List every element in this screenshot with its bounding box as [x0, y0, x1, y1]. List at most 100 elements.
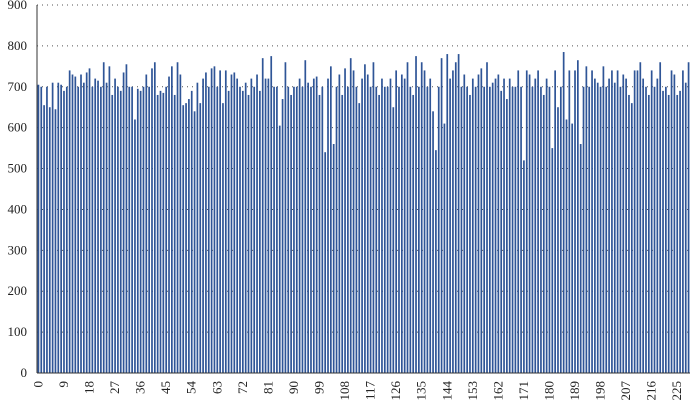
y-tick-label: 200 [8, 283, 28, 298]
bar [128, 86, 131, 374]
bar [616, 70, 619, 373]
bar [335, 86, 338, 374]
bar [122, 72, 125, 373]
x-tick-label: 81 [260, 381, 275, 394]
bar [54, 109, 57, 374]
x-tick-label: 36 [133, 381, 148, 395]
bar [355, 86, 358, 374]
bar [542, 94, 545, 373]
bar [588, 86, 591, 374]
bar [165, 86, 168, 374]
y-tick-label: 100 [8, 324, 28, 339]
bar [426, 86, 429, 374]
bar [520, 86, 522, 374]
bar [188, 99, 190, 374]
bar [273, 86, 275, 374]
bar [119, 90, 122, 373]
x-tick-label: 162 [490, 381, 505, 401]
bar [562, 52, 565, 374]
bar [511, 86, 514, 374]
x-tick-label: 171 [516, 381, 531, 401]
bar [43, 105, 45, 373]
bar [366, 74, 369, 373]
bar [389, 78, 392, 373]
x-tick-label: 216 [644, 381, 659, 401]
x-tick-label: 135 [414, 381, 429, 401]
bar [596, 82, 599, 373]
bar [190, 90, 193, 373]
bar [622, 74, 625, 373]
bar [216, 86, 219, 374]
bar [193, 111, 196, 374]
bar [497, 74, 500, 373]
x-tick-label: 180 [541, 381, 556, 401]
bar [554, 70, 556, 373]
bar [239, 86, 241, 374]
bar [545, 78, 548, 373]
bar [429, 78, 432, 373]
bar [477, 74, 480, 373]
bar [267, 78, 270, 373]
bar [222, 103, 224, 373]
bar [233, 72, 236, 373]
x-tick-label: 108 [337, 381, 352, 401]
bar [298, 78, 301, 373]
bar [287, 86, 290, 374]
bar [645, 86, 647, 374]
bar [71, 74, 74, 373]
bar [650, 70, 653, 373]
bar [236, 78, 239, 373]
bar [500, 90, 503, 373]
bar [125, 64, 128, 374]
bar [491, 82, 494, 373]
bar [406, 62, 409, 373]
bar [80, 74, 82, 373]
bar [65, 86, 68, 374]
bar [523, 160, 525, 373]
x-tick-label: 45 [158, 381, 173, 394]
bar [244, 82, 247, 373]
bar [290, 94, 292, 373]
bar [506, 99, 508, 374]
bar [415, 56, 417, 373]
bar [304, 60, 307, 373]
bar [332, 144, 335, 373]
bar [156, 94, 159, 373]
bar [136, 88, 139, 374]
y-tick-label: 900 [8, 0, 28, 12]
bar [151, 68, 153, 373]
bar [517, 70, 520, 373]
bar [182, 105, 185, 373]
bar [51, 82, 54, 373]
bar [392, 107, 395, 373]
x-tick-label: 54 [184, 381, 199, 395]
bar [474, 86, 477, 374]
bar [582, 86, 585, 374]
bar [594, 78, 596, 373]
bar [321, 86, 324, 374]
bar [162, 92, 165, 374]
bar [418, 86, 420, 374]
bar [577, 60, 579, 373]
bar [460, 86, 463, 374]
bar [528, 74, 531, 373]
bar [176, 62, 179, 373]
bar [531, 86, 534, 374]
bar [185, 103, 187, 373]
bar [534, 78, 537, 373]
bar [241, 90, 244, 373]
bar [219, 70, 221, 373]
bar [647, 94, 650, 373]
bar [199, 103, 202, 373]
bar [264, 78, 267, 373]
bar [256, 74, 258, 373]
bar [571, 123, 574, 373]
bar [398, 86, 400, 374]
bar [270, 56, 273, 373]
x-tick-label: 0 [30, 381, 45, 388]
bar [443, 123, 446, 373]
bar [307, 82, 309, 373]
bar [557, 107, 559, 373]
bar [293, 86, 295, 374]
x-tick-label: 99 [311, 381, 326, 394]
